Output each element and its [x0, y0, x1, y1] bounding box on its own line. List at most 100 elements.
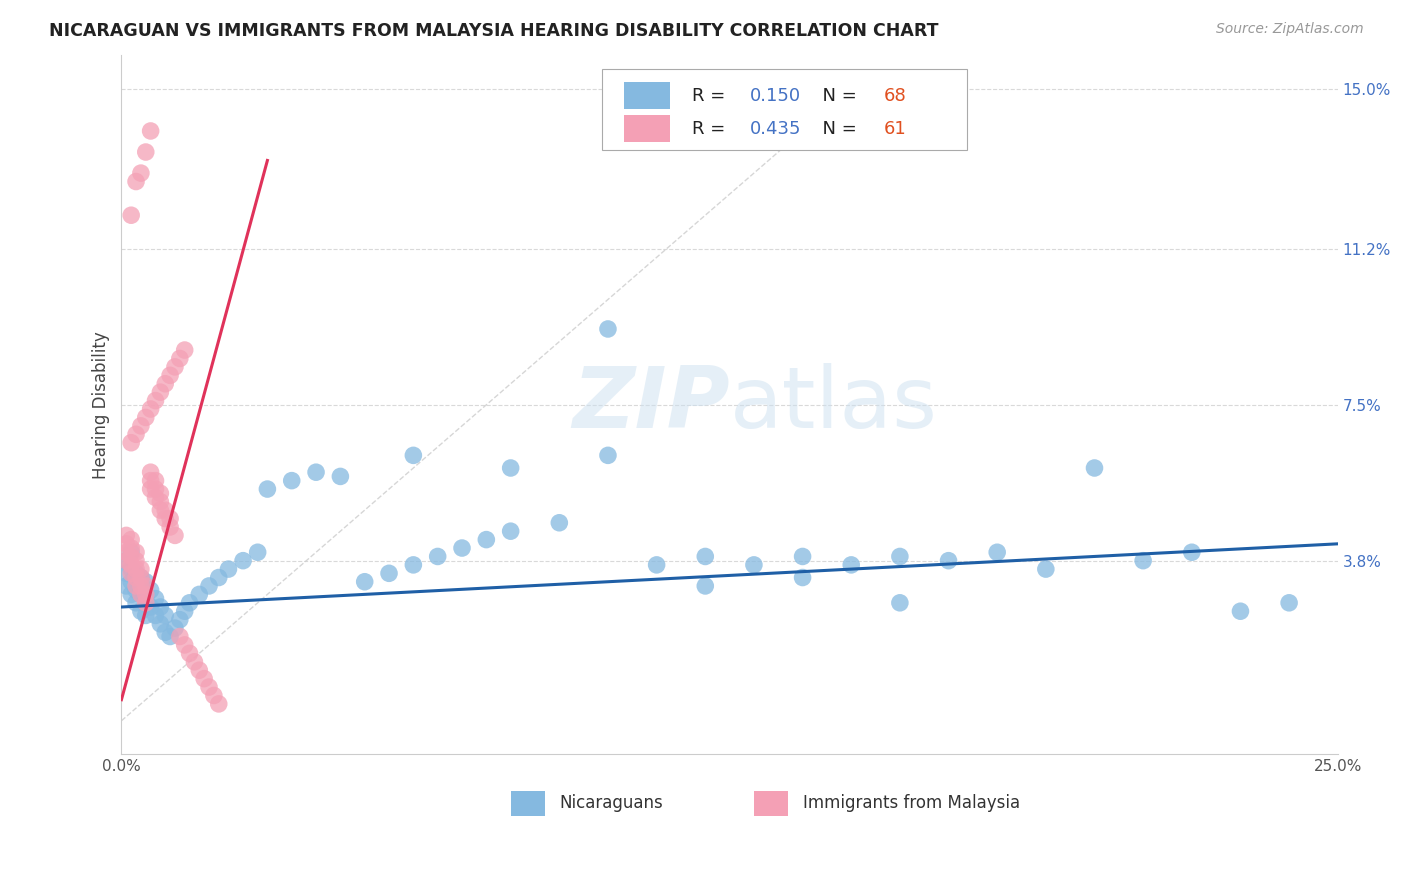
- Text: atlas: atlas: [730, 363, 938, 446]
- FancyBboxPatch shape: [624, 115, 671, 142]
- Point: [159, 630, 181, 644]
- Point: [129, 604, 152, 618]
- Point: [115, 528, 138, 542]
- Point: [1181, 545, 1204, 559]
- Point: [120, 435, 142, 450]
- Point: [120, 562, 142, 576]
- Point: [120, 545, 142, 559]
- Point: [125, 566, 148, 581]
- Text: Source: ZipAtlas.com: Source: ZipAtlas.com: [1216, 22, 1364, 37]
- Point: [120, 587, 142, 601]
- Point: [218, 562, 240, 576]
- Point: [188, 587, 211, 601]
- Text: NICARAGUAN VS IMMIGRANTS FROM MALAYSIA HEARING DISABILITY CORRELATION CHART: NICARAGUAN VS IMMIGRANTS FROM MALAYSIA H…: [49, 22, 939, 40]
- Point: [202, 689, 225, 703]
- Point: [145, 491, 167, 505]
- Text: 61: 61: [884, 120, 907, 137]
- Point: [120, 566, 142, 581]
- Point: [125, 427, 148, 442]
- Point: [145, 393, 167, 408]
- Point: [1132, 554, 1154, 568]
- Point: [889, 596, 911, 610]
- Point: [129, 570, 152, 584]
- Point: [1229, 604, 1251, 618]
- Point: [125, 562, 148, 576]
- Point: [120, 208, 142, 222]
- Point: [135, 608, 157, 623]
- Point: [125, 583, 148, 598]
- Point: [139, 583, 162, 598]
- Point: [475, 533, 498, 547]
- Point: [139, 474, 162, 488]
- Text: Nicaraguans: Nicaraguans: [560, 795, 664, 813]
- Point: [149, 486, 172, 500]
- Text: 68: 68: [884, 87, 907, 104]
- Point: [329, 469, 352, 483]
- Point: [792, 549, 814, 564]
- Point: [548, 516, 571, 530]
- Point: [155, 503, 177, 517]
- Point: [792, 570, 814, 584]
- Point: [839, 558, 862, 572]
- Point: [280, 474, 302, 488]
- Point: [173, 343, 195, 357]
- Point: [139, 482, 162, 496]
- Point: [125, 545, 148, 559]
- Point: [188, 663, 211, 677]
- Point: [125, 596, 148, 610]
- Point: [198, 680, 221, 694]
- Point: [115, 537, 138, 551]
- Point: [198, 579, 221, 593]
- Point: [155, 376, 177, 391]
- Point: [173, 638, 195, 652]
- Point: [125, 570, 148, 584]
- FancyBboxPatch shape: [510, 791, 544, 815]
- Text: 0.435: 0.435: [751, 120, 801, 137]
- Point: [179, 646, 201, 660]
- Point: [451, 541, 474, 555]
- Point: [889, 549, 911, 564]
- Text: ZIP: ZIP: [572, 363, 730, 446]
- Text: Immigrants from Malaysia: Immigrants from Malaysia: [803, 795, 1019, 813]
- Point: [145, 474, 167, 488]
- Point: [139, 600, 162, 615]
- Point: [145, 482, 167, 496]
- Y-axis label: Hearing Disability: Hearing Disability: [93, 331, 110, 479]
- Text: R =: R =: [692, 87, 731, 104]
- Point: [129, 562, 152, 576]
- Point: [120, 574, 142, 589]
- Point: [125, 554, 148, 568]
- Point: [742, 558, 765, 572]
- Point: [145, 591, 167, 606]
- Point: [159, 368, 181, 383]
- Point: [145, 608, 167, 623]
- Point: [179, 596, 201, 610]
- Point: [246, 545, 269, 559]
- Point: [135, 596, 157, 610]
- Point: [139, 402, 162, 417]
- Point: [129, 418, 152, 433]
- Point: [986, 545, 1008, 559]
- Point: [183, 655, 205, 669]
- Point: [139, 465, 162, 479]
- Point: [173, 604, 195, 618]
- Point: [129, 587, 152, 601]
- Text: R =: R =: [692, 120, 731, 137]
- Point: [120, 549, 142, 564]
- Point: [155, 608, 177, 623]
- Point: [402, 558, 425, 572]
- Point: [149, 494, 172, 508]
- Point: [139, 124, 162, 138]
- Point: [129, 587, 152, 601]
- Point: [499, 461, 522, 475]
- Point: [208, 570, 231, 584]
- Point: [155, 625, 177, 640]
- Point: [169, 630, 191, 644]
- Point: [1278, 596, 1301, 610]
- Point: [135, 591, 157, 606]
- Point: [125, 175, 148, 189]
- Point: [115, 545, 138, 559]
- Point: [695, 549, 717, 564]
- Point: [135, 145, 157, 159]
- Point: [596, 322, 619, 336]
